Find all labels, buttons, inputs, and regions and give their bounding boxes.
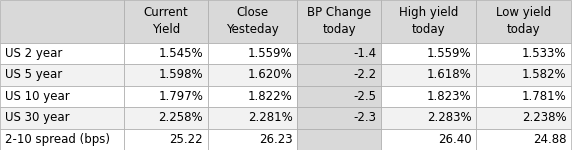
Text: 25.22: 25.22: [170, 133, 203, 146]
Bar: [0, 64, 124, 86]
Bar: [381, 107, 476, 129]
Bar: [124, 64, 208, 86]
Bar: [297, 107, 381, 129]
Text: 1.582%: 1.582%: [522, 68, 567, 81]
Text: 1.559%: 1.559%: [248, 47, 293, 60]
Bar: [208, 64, 297, 86]
Text: Current
Yield: Current Yield: [144, 6, 188, 36]
Bar: [381, 0, 476, 43]
Text: 1.823%: 1.823%: [427, 90, 471, 103]
Text: 24.88: 24.88: [533, 133, 567, 146]
Bar: [476, 107, 571, 129]
Bar: [208, 86, 297, 107]
Bar: [297, 86, 381, 107]
Bar: [124, 43, 208, 64]
Text: High yield
today: High yield today: [399, 6, 458, 36]
Bar: [124, 129, 208, 150]
Bar: [297, 43, 381, 64]
Bar: [476, 64, 571, 86]
Text: 1.797%: 1.797%: [158, 90, 203, 103]
Text: 2.281%: 2.281%: [248, 111, 293, 124]
Text: -2.3: -2.3: [353, 111, 376, 124]
Bar: [381, 86, 476, 107]
Text: 1.620%: 1.620%: [248, 68, 293, 81]
Bar: [124, 107, 208, 129]
Text: 2.283%: 2.283%: [427, 111, 471, 124]
Text: 26.40: 26.40: [438, 133, 471, 146]
Bar: [381, 64, 476, 86]
Text: 1.559%: 1.559%: [427, 47, 471, 60]
Bar: [297, 64, 381, 86]
Bar: [476, 43, 571, 64]
Bar: [476, 86, 571, 107]
Text: 26.23: 26.23: [259, 133, 293, 146]
Bar: [297, 129, 381, 150]
Text: 2.238%: 2.238%: [522, 111, 567, 124]
Text: US 5 year: US 5 year: [5, 68, 62, 81]
Bar: [124, 0, 208, 43]
Text: US 2 year: US 2 year: [5, 47, 62, 60]
Bar: [208, 0, 297, 43]
Text: US 30 year: US 30 year: [5, 111, 69, 124]
Text: -1.4: -1.4: [353, 47, 376, 60]
Text: 1.598%: 1.598%: [159, 68, 203, 81]
Text: Close
Yesteday: Close Yesteday: [226, 6, 279, 36]
Text: -2.2: -2.2: [353, 68, 376, 81]
Text: 2-10 spread (bps): 2-10 spread (bps): [5, 133, 110, 146]
Bar: [0, 86, 124, 107]
Text: US 10 year: US 10 year: [5, 90, 69, 103]
Text: Low yield
today: Low yield today: [496, 6, 551, 36]
Bar: [208, 129, 297, 150]
Bar: [0, 129, 124, 150]
Text: 1.781%: 1.781%: [522, 90, 567, 103]
Text: 1.533%: 1.533%: [522, 47, 567, 60]
Text: 1.618%: 1.618%: [426, 68, 471, 81]
Bar: [476, 129, 571, 150]
Text: 1.545%: 1.545%: [159, 47, 203, 60]
Text: 1.822%: 1.822%: [248, 90, 293, 103]
Bar: [124, 86, 208, 107]
Bar: [0, 107, 124, 129]
Bar: [476, 0, 571, 43]
Text: -2.5: -2.5: [353, 90, 376, 103]
Text: BP Change
today: BP Change today: [307, 6, 371, 36]
Bar: [208, 107, 297, 129]
Bar: [381, 43, 476, 64]
Bar: [208, 43, 297, 64]
Bar: [0, 43, 124, 64]
Bar: [0, 0, 124, 43]
Text: 2.258%: 2.258%: [159, 111, 203, 124]
Bar: [381, 129, 476, 150]
Bar: [297, 0, 381, 43]
